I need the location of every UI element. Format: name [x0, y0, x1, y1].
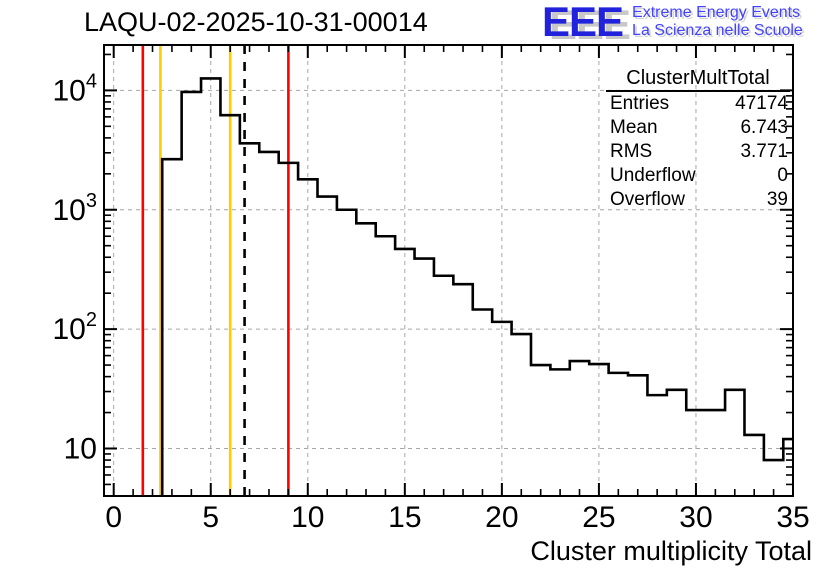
stats-value: 3.771: [740, 141, 788, 162]
stats-value: 47174: [735, 93, 788, 114]
stats-label: Underflow: [610, 165, 696, 186]
x-tick-label: 25: [582, 501, 615, 534]
stats-label: RMS: [610, 141, 653, 162]
y-tick-label: 104: [53, 70, 98, 107]
y-tick-label: 10: [64, 432, 97, 465]
x-tick-label: 15: [388, 501, 421, 534]
y-tick-label: 103: [53, 190, 98, 227]
histogram-line: [160, 77, 793, 496]
stats-row-overflow: Overflow 39: [606, 188, 790, 212]
stats-row-rms: RMS 3.771: [606, 140, 790, 164]
stats-box: ClusterMultTotal Entries 47174 Mean 6.74…: [606, 68, 790, 212]
stats-row-entries: Entries 47174: [606, 92, 790, 116]
stats-label: Entries: [610, 93, 670, 114]
stats-label: Overflow: [610, 189, 685, 210]
eee-logo-acronym: EEE: [542, 0, 624, 45]
eee-logo-subtitle: Extreme Energy Events La Scienza nelle S…: [632, 2, 803, 40]
logo-subtitle-line1: Extreme Energy Events: [632, 4, 801, 21]
stats-value: 0: [777, 165, 788, 186]
stats-row-underflow: Underflow 0: [606, 164, 790, 188]
eee-logo: EEE Extreme Energy Events La Scienza nel…: [542, 0, 803, 45]
x-tick-label: 10: [291, 501, 324, 534]
logo-subtitle-line2: La Scienza nelle Scuole: [632, 22, 803, 39]
x-axis-title: Cluster multiplicity Total: [530, 536, 812, 566]
stats-value: 6.743: [740, 117, 788, 138]
x-tick-label: 20: [485, 501, 518, 534]
stats-value: 39: [766, 189, 788, 210]
x-tick-label: 5: [202, 501, 219, 534]
y-tick-label: 102: [53, 309, 98, 346]
plot-title: LAQU-02-2025-10-31-00014: [84, 7, 428, 37]
stats-row-mean: Mean 6.743: [606, 116, 790, 140]
stats-label: Mean: [610, 117, 658, 138]
x-tick-label: 30: [679, 501, 712, 534]
x-tick-label: 0: [105, 501, 122, 534]
stats-box-title: ClusterMultTotal: [606, 68, 790, 92]
x-tick-label: 35: [776, 501, 809, 534]
plot-frame: [103, 44, 794, 497]
